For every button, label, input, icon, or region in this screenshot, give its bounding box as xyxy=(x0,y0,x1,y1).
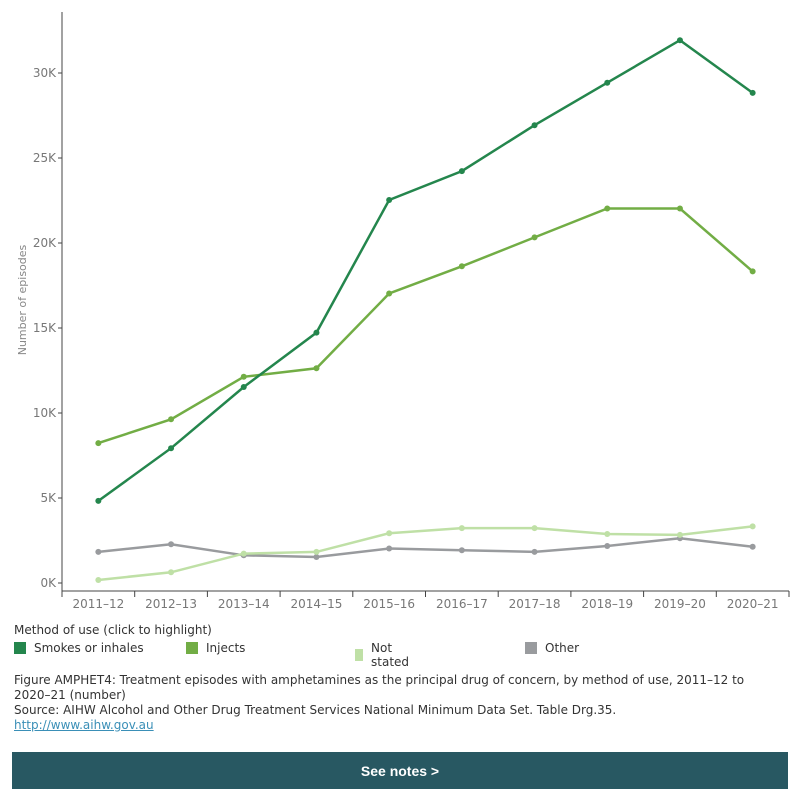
data-point[interactable] xyxy=(240,373,247,380)
data-point[interactable] xyxy=(749,268,756,275)
source-text: Source: AIHW Alcohol and Other Drug Trea… xyxy=(14,703,617,717)
y-tick-label: 15K xyxy=(33,321,57,335)
data-point[interactable] xyxy=(458,525,465,532)
x-tick-label: 2015–16 xyxy=(363,597,415,611)
data-point[interactable] xyxy=(95,548,102,555)
y-tick-label: 0K xyxy=(40,576,57,590)
legend-title: Method of use (click to highlight) xyxy=(14,623,212,637)
x-tick-label: 2012–13 xyxy=(145,597,197,611)
data-point[interactable] xyxy=(676,531,683,538)
data-point[interactable] xyxy=(604,79,611,86)
y-tick-label: 25K xyxy=(33,151,57,165)
data-point[interactable] xyxy=(531,525,538,532)
data-point[interactable] xyxy=(676,37,683,44)
series-smokes-or-inhales[interactable] xyxy=(95,37,756,504)
legend-item-injects[interactable]: Injects xyxy=(186,641,245,655)
y-axis-label: Number of episodes xyxy=(16,244,29,355)
data-point[interactable] xyxy=(240,384,247,390)
legend-swatch xyxy=(186,642,198,654)
legend: Method of use (click to highlight) Smoke… xyxy=(14,623,579,669)
data-point[interactable] xyxy=(386,197,393,203)
x-tick-label: 2014–15 xyxy=(291,597,343,611)
x-tick-label: 2019–20 xyxy=(654,597,706,611)
data-point[interactable] xyxy=(531,234,538,241)
data-point[interactable] xyxy=(458,547,465,554)
data-point[interactable] xyxy=(749,523,756,530)
x-tick-label: 2013–14 xyxy=(218,597,270,611)
data-point[interactable] xyxy=(386,290,393,297)
y-tick-label: 20K xyxy=(33,236,57,250)
data-point[interactable] xyxy=(458,263,465,270)
series-line[interactable] xyxy=(97,38,754,502)
see-notes-button[interactable]: See notes > xyxy=(12,752,788,789)
y-tick-label: 30K xyxy=(33,66,57,80)
y-tick-label: 10K xyxy=(33,406,57,420)
x-tick-label: 2018–19 xyxy=(581,597,633,611)
data-point[interactable] xyxy=(168,445,175,452)
data-point[interactable] xyxy=(95,497,102,504)
series-line[interactable] xyxy=(97,207,754,445)
data-point[interactable] xyxy=(604,542,611,549)
data-point[interactable] xyxy=(604,531,611,538)
data-point[interactable] xyxy=(386,545,393,552)
data-point[interactable] xyxy=(168,416,175,423)
series-line[interactable] xyxy=(98,525,753,582)
data-point[interactable] xyxy=(313,329,320,336)
x-tick-label: 2020–21 xyxy=(727,597,779,611)
figure-caption: Figure AMPHET4: Treatment episodes with … xyxy=(14,673,745,702)
data-point[interactable] xyxy=(386,530,393,537)
legend-item-not-stated[interactable]: Not stated xyxy=(355,641,413,669)
legend-item-smokes[interactable]: Smokes or inhales xyxy=(14,641,144,655)
data-point[interactable] xyxy=(749,543,756,550)
line-chart: 0K 5K 10K 15K 20K 25K 30K 2011–12 2012–13 2013–14… xyxy=(16,12,790,611)
data-point[interactable] xyxy=(168,569,175,576)
aihw-link[interactable]: http://www.aihw.gov.au xyxy=(14,718,154,732)
x-tick-label: 2011–12 xyxy=(72,597,124,611)
x-tick-label: 2016–17 xyxy=(436,597,488,611)
data-point[interactable] xyxy=(313,554,320,560)
legend-swatch xyxy=(525,642,537,654)
data-point[interactable] xyxy=(458,168,465,175)
legend-swatch xyxy=(355,649,364,661)
data-point[interactable] xyxy=(531,548,538,555)
x-tick-label: 2017–18 xyxy=(509,597,561,611)
legend-item-other[interactable]: Other xyxy=(525,641,579,655)
data-point[interactable] xyxy=(749,89,756,96)
y-tick-label: 5K xyxy=(40,491,57,505)
data-point[interactable] xyxy=(531,122,538,129)
data-point[interactable] xyxy=(95,440,102,447)
data-point[interactable] xyxy=(168,541,175,548)
series-other[interactable] xyxy=(95,535,756,560)
legend-swatch xyxy=(14,642,26,654)
caption: Figure AMPHET4: Treatment episodes with … xyxy=(14,673,784,733)
data-point[interactable] xyxy=(676,205,683,212)
series-injects[interactable] xyxy=(95,205,756,447)
data-point[interactable] xyxy=(95,576,102,583)
data-point[interactable] xyxy=(240,550,247,557)
data-point[interactable] xyxy=(313,365,320,372)
series-line[interactable] xyxy=(98,537,753,559)
data-point[interactable] xyxy=(604,205,611,212)
data-point[interactable] xyxy=(313,548,320,555)
series-not-stated[interactable] xyxy=(95,523,756,583)
